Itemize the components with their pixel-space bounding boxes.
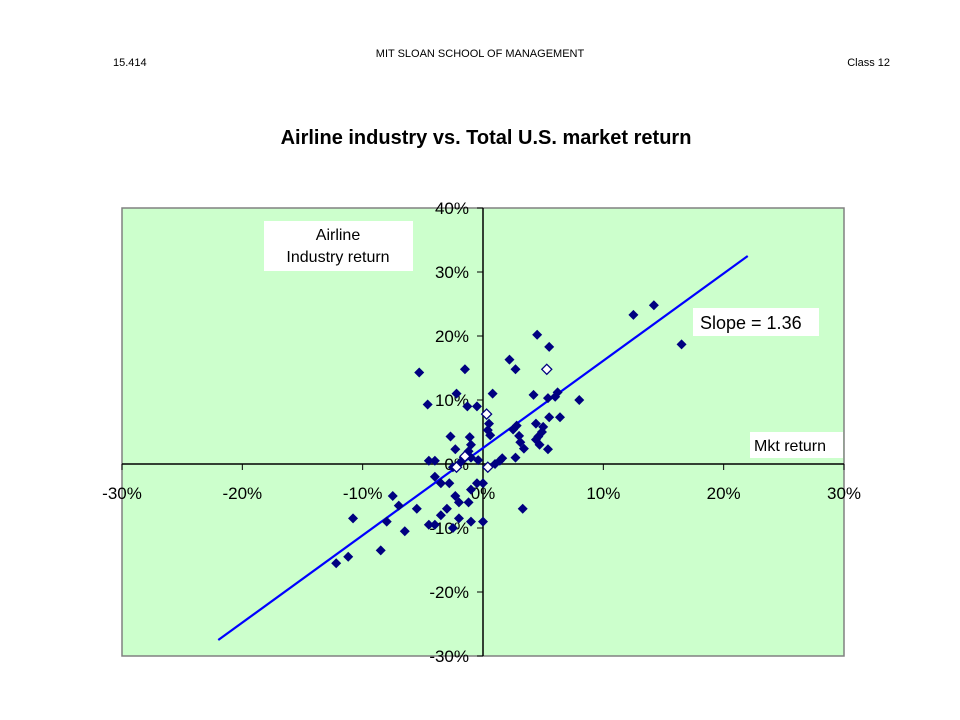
data-point-10 xyxy=(544,412,555,423)
course-number: 15.414 xyxy=(113,57,147,69)
data-point-57 xyxy=(463,497,474,508)
slope-annotation-background xyxy=(693,308,819,336)
data-point-78 xyxy=(331,558,342,569)
data-point-33 xyxy=(459,364,470,375)
data-point-61 xyxy=(429,519,440,530)
data-point-1 xyxy=(648,300,659,311)
data-point-3 xyxy=(574,395,585,405)
data-point-38 xyxy=(422,399,433,410)
data-point-32 xyxy=(485,430,496,441)
regression-line xyxy=(217,255,749,641)
x-axis-label-background xyxy=(750,432,843,458)
x-tick-label-2: -10% xyxy=(343,484,383,503)
y-axis-label-line-1: Airline xyxy=(316,227,361,244)
x-tick-label-4: 10% xyxy=(586,484,620,503)
data-point-20 xyxy=(510,364,521,375)
y-tick-label-5: 20% xyxy=(435,327,469,346)
x-tick-label-5: 20% xyxy=(707,484,741,503)
data-point-18 xyxy=(530,418,541,429)
y-axis-label-background xyxy=(264,221,413,271)
data-point-74 xyxy=(399,526,410,537)
data-point-23 xyxy=(508,424,519,435)
data-point-17 xyxy=(528,389,539,400)
data-point-68 xyxy=(471,478,482,489)
data-point-50 xyxy=(423,455,434,466)
data-point-56 xyxy=(465,484,476,495)
data-point-55 xyxy=(450,491,461,501)
data-point-66 xyxy=(447,523,458,533)
x-tick-label-0: -30% xyxy=(102,484,142,503)
data-point-71 xyxy=(517,503,528,514)
data-point-24 xyxy=(514,430,525,441)
x-axis-label: Mkt return xyxy=(754,438,826,455)
data-point-79 xyxy=(393,500,404,511)
y-tick-label-0: -30% xyxy=(429,647,469,666)
data-point-53 xyxy=(435,478,446,489)
data-point-40 xyxy=(450,444,461,455)
data-point-76 xyxy=(348,513,359,524)
data-point-30 xyxy=(484,418,495,429)
y-axis-label-box: Airline Industry return xyxy=(264,221,413,271)
data-point-27 xyxy=(510,452,521,463)
y-axis-label-line-2: Industry return xyxy=(286,249,389,266)
chart-title: Airline industry vs. Total U.S. market r… xyxy=(280,127,692,149)
hollow-data-point-0 xyxy=(540,363,553,376)
y-tick-label-4: 10% xyxy=(435,391,469,410)
data-point-34 xyxy=(462,401,473,412)
data-point-72 xyxy=(387,491,398,501)
data-point-8 xyxy=(532,329,543,340)
data-point-6 xyxy=(552,387,563,398)
data-point-7 xyxy=(544,341,555,352)
data-point-26 xyxy=(518,443,529,454)
data-point-64 xyxy=(453,513,464,524)
hollow-data-point-3 xyxy=(450,461,463,474)
data-point-39 xyxy=(445,431,456,442)
data-point-60 xyxy=(435,510,446,521)
data-point-35 xyxy=(471,401,482,412)
data-point-75 xyxy=(375,545,386,556)
school-name: MIT SLOAN SCHOOL OF MANAGEMENT xyxy=(375,48,585,60)
data-point-54 xyxy=(444,478,455,489)
data-point-58 xyxy=(453,497,464,508)
slope-annotation-box: Slope = 1.36 xyxy=(693,308,819,336)
data-point-4 xyxy=(555,412,566,423)
x-tick-label-6: 30% xyxy=(827,484,861,503)
data-point-73 xyxy=(381,516,392,527)
data-point-15 xyxy=(534,439,545,450)
y-tick-label-7: 40% xyxy=(435,199,469,218)
data-point-36 xyxy=(451,388,462,399)
data-point-25 xyxy=(515,437,526,448)
y-tick-label-6: 30% xyxy=(435,263,469,282)
data-point-69 xyxy=(478,478,488,489)
hollow-data-point-4 xyxy=(481,461,494,474)
x-tick-label-1: -20% xyxy=(222,484,262,503)
class-number: Class 12 xyxy=(847,57,890,69)
data-points xyxy=(331,300,687,569)
slope-annotation: Slope = 1.36 xyxy=(700,313,802,333)
data-point-52 xyxy=(429,471,440,482)
data-point-59 xyxy=(441,503,452,514)
y-tick-label-1: -20% xyxy=(429,583,469,602)
data-point-19 xyxy=(504,354,515,365)
data-point-49 xyxy=(429,455,440,466)
hollow-data-point-1 xyxy=(480,408,493,420)
data-point-65 xyxy=(465,516,476,527)
x-axis-label-box: Mkt return xyxy=(750,432,843,458)
data-point-0 xyxy=(676,339,687,350)
data-point-41 xyxy=(464,432,475,443)
data-point-63 xyxy=(411,503,422,514)
data-point-2 xyxy=(628,309,639,320)
x-tick-label-3: 0% xyxy=(471,484,496,503)
data-point-37 xyxy=(414,367,425,378)
data-point-62 xyxy=(423,519,434,530)
data-point-21 xyxy=(487,388,498,399)
data-point-9 xyxy=(542,393,553,404)
data-point-48 xyxy=(473,455,484,466)
data-point-67 xyxy=(478,516,488,527)
hollow-data-point-2 xyxy=(459,450,471,463)
data-point-16 xyxy=(542,444,553,455)
data-point-77 xyxy=(343,551,354,562)
